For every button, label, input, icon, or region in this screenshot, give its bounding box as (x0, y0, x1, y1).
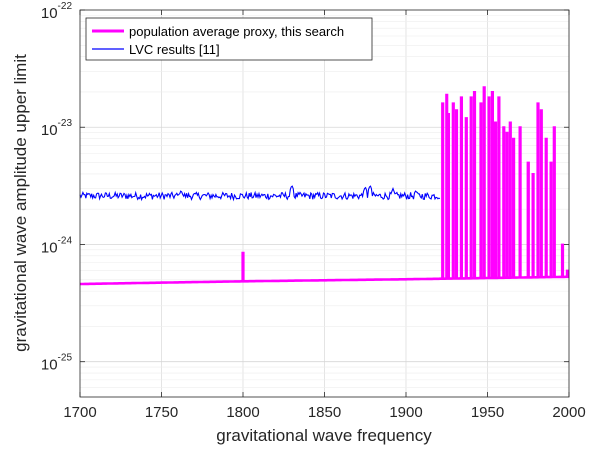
x-tick-label: 1750 (145, 404, 178, 421)
legend: population average proxy, this search LV… (85, 17, 373, 61)
series-spike-population (454, 109, 459, 279)
series-spike-population (497, 96, 501, 278)
series-spike-population (459, 96, 464, 279)
x-tick-label: 1700 (63, 404, 96, 421)
y-tick-label: 10-24 (41, 235, 73, 256)
series-spike-population (544, 137, 548, 278)
series-spike-population (531, 172, 535, 278)
series-spike-population (565, 269, 569, 277)
series-spike-population (487, 96, 491, 278)
series-spike-population (549, 161, 553, 278)
x-tick-label: 1900 (389, 404, 422, 421)
series-spike-population (493, 121, 498, 278)
series-spike-population (512, 137, 516, 278)
legend-box (85, 17, 373, 61)
series-spike-population (536, 102, 540, 278)
y-tick-label: 10-22 (41, 1, 73, 22)
series-line-lvc (79, 185, 441, 202)
series-layer (79, 86, 569, 286)
legend-label-lvc: LVC results [11] (129, 42, 220, 57)
x-tick-label: 1950 (471, 404, 504, 421)
series-spike-population (479, 102, 483, 279)
y-tick-label: 10-23 (41, 118, 73, 139)
series-spike-population (505, 131, 509, 278)
x-tick-label: 1800 (226, 404, 259, 421)
x-tick-label: 2000 (552, 404, 585, 421)
series-spike-population (560, 243, 565, 277)
y-axis-label: gravitational wave amplitude upper limit (11, 54, 30, 352)
series-spike-population (508, 121, 512, 278)
x-axis-label: gravitational wave frequency (216, 426, 432, 445)
series-spike-population (502, 126, 506, 278)
axes: 1700 1750 1800 1850 1900 1950 2000 10-22 10-23 10… (41, 1, 586, 421)
y-tick-label: 10-25 (41, 353, 73, 374)
series-spike-population (241, 251, 245, 282)
x-tick-label: 1850 (308, 404, 341, 421)
series-spike-population (526, 161, 530, 278)
series-spike-population (490, 91, 495, 278)
legend-label-population: population average proxy, this search (129, 24, 344, 39)
series-spike-population (446, 113, 451, 279)
series-spike-population (539, 109, 543, 278)
series-spike-population (464, 117, 468, 279)
series-spike-population (451, 102, 455, 279)
series-spike-population (518, 126, 522, 278)
series-spike-population (552, 126, 556, 277)
series-spike-population (469, 96, 473, 279)
series-spike-population (482, 86, 486, 279)
series-spike-population (441, 102, 445, 279)
series-spike-population (472, 91, 477, 279)
